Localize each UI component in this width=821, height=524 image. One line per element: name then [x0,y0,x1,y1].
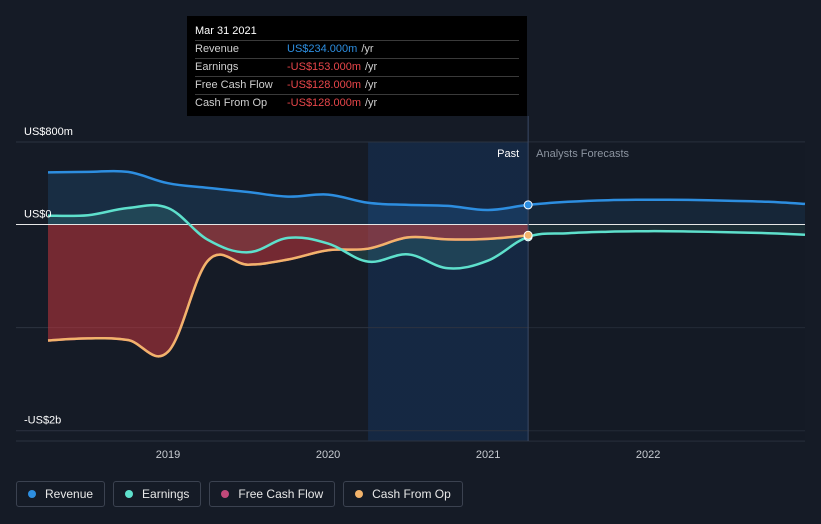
legend-label: Revenue [45,487,94,501]
tooltip-unit: /yr [365,61,378,73]
earnings-line [47,203,806,270]
tooltip-row-earnings: Earnings -US$153.000m /yr [195,58,519,76]
legend-item-earnings[interactable]: Earnings [113,481,202,507]
legend-item-free-cash-flow[interactable]: Free Cash Flow [209,481,336,507]
x-tick-label: 2021 [476,449,500,461]
y-tick-label: -US$2b [24,415,61,427]
tooltip-unit: /yr [365,97,378,109]
tooltip-label: Earnings [195,61,239,73]
tooltip-unit: /yr [365,79,378,91]
tooltip-row-cash-from-op: Cash From Op -US$128.000m /yr [195,94,519,112]
free-cash-flow-area [48,224,529,357]
x-tick-label: 2020 [316,449,340,461]
tooltip-label: Free Cash Flow [195,79,273,91]
legend-item-cash-from-op[interactable]: Cash From Op [343,481,463,507]
legend-dot-icon [28,490,36,498]
tooltip-label: Cash From Op [195,97,268,109]
revenue-line [47,169,806,212]
y-tick-label: US$0 [24,208,52,220]
legend-label: Earnings [142,487,190,501]
tooltip-unit: /yr [361,43,374,55]
revenue-area [48,170,805,225]
legend-label: Cash From Op [372,487,451,501]
series-point-marker [523,230,533,240]
legend-dot-icon [355,490,364,498]
series-point-marker [523,200,533,210]
tooltip-value: -US$128.000m [287,79,361,91]
tooltip-value: -US$128.000m [287,97,361,109]
y-tick-label: US$800m [24,126,73,138]
tooltip-label: Revenue [195,43,240,55]
forecast-overlay [528,142,805,441]
cash-from-op-line [47,234,529,358]
tooltip-value: US$234.000m [287,43,358,55]
tooltip-row-revenue: Revenue US$234.000m /yr [195,40,519,58]
tooltip: Mar 31 2021 Revenue US$234.000m /yr Earn… [187,16,527,116]
past-label: Past [497,148,519,160]
x-tick-label: 2019 [156,449,180,461]
tooltip-date: Mar 31 2021 [195,25,257,37]
tooltip-row-free-cash-flow: Free Cash Flow -US$128.000m /yr [195,76,519,94]
past-highlight-band [368,142,529,441]
legend-item-revenue[interactable]: Revenue [16,481,106,507]
x-tick-label: 2022 [636,449,660,461]
legend-dot-icon [221,490,230,498]
tooltip-value: -US$153.000m [287,61,361,73]
legend-label: Free Cash Flow [238,487,324,501]
legend: Revenue Earnings Free Cash Flow Cash Fro… [16,481,463,507]
forecast-label: Analysts Forecasts [536,148,629,160]
legend-dot-icon [125,490,134,498]
